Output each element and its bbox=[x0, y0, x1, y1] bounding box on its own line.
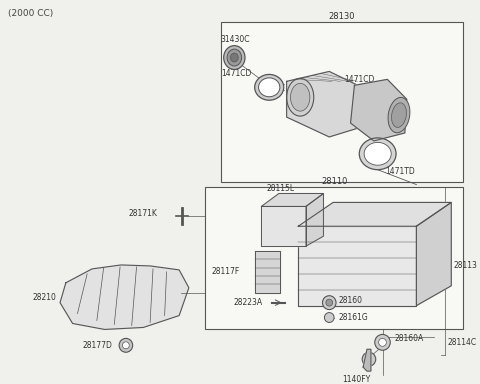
Polygon shape bbox=[417, 202, 451, 306]
Ellipse shape bbox=[392, 103, 407, 127]
Text: 28117F: 28117F bbox=[211, 267, 240, 276]
Text: 1471TD: 1471TD bbox=[385, 167, 415, 176]
Circle shape bbox=[362, 352, 376, 366]
Polygon shape bbox=[363, 349, 371, 371]
Circle shape bbox=[122, 342, 129, 349]
Circle shape bbox=[323, 296, 336, 310]
Text: 28161G: 28161G bbox=[339, 313, 369, 322]
Ellipse shape bbox=[224, 46, 245, 70]
Text: 28113: 28113 bbox=[453, 262, 477, 270]
Text: 28171K: 28171K bbox=[129, 209, 157, 218]
Ellipse shape bbox=[364, 142, 391, 165]
Ellipse shape bbox=[255, 74, 284, 100]
Text: 28115L: 28115L bbox=[266, 184, 294, 193]
Text: 1471CD: 1471CD bbox=[344, 75, 374, 84]
Polygon shape bbox=[298, 226, 417, 306]
Text: 28160: 28160 bbox=[339, 296, 363, 305]
Text: 28223A: 28223A bbox=[233, 298, 263, 307]
Polygon shape bbox=[306, 194, 324, 246]
Circle shape bbox=[375, 334, 390, 350]
Text: 31430C: 31430C bbox=[221, 35, 250, 44]
Ellipse shape bbox=[359, 138, 396, 170]
Text: 1140FY: 1140FY bbox=[342, 374, 370, 384]
Circle shape bbox=[324, 313, 334, 323]
Bar bbox=[205, 187, 463, 329]
Ellipse shape bbox=[230, 53, 238, 62]
Polygon shape bbox=[60, 265, 189, 329]
Text: 28210: 28210 bbox=[32, 293, 56, 302]
Text: 28177D: 28177D bbox=[82, 341, 112, 350]
Polygon shape bbox=[262, 206, 306, 246]
Polygon shape bbox=[298, 202, 451, 226]
Bar bbox=[221, 22, 463, 182]
Text: 28110: 28110 bbox=[321, 177, 348, 186]
Ellipse shape bbox=[227, 49, 241, 66]
Ellipse shape bbox=[259, 78, 280, 97]
Ellipse shape bbox=[388, 98, 410, 133]
Text: 28130: 28130 bbox=[329, 12, 355, 22]
Text: 28114C: 28114C bbox=[447, 338, 477, 347]
Polygon shape bbox=[262, 194, 324, 206]
Polygon shape bbox=[350, 79, 407, 141]
Ellipse shape bbox=[290, 83, 310, 111]
Text: (2000 CC): (2000 CC) bbox=[8, 9, 53, 18]
Ellipse shape bbox=[287, 78, 314, 116]
Polygon shape bbox=[255, 251, 280, 293]
Circle shape bbox=[379, 338, 386, 346]
Circle shape bbox=[119, 338, 132, 352]
Polygon shape bbox=[287, 71, 368, 137]
Circle shape bbox=[326, 299, 333, 306]
Text: 28160A: 28160A bbox=[394, 334, 423, 343]
Text: 1471CD: 1471CD bbox=[221, 69, 251, 78]
